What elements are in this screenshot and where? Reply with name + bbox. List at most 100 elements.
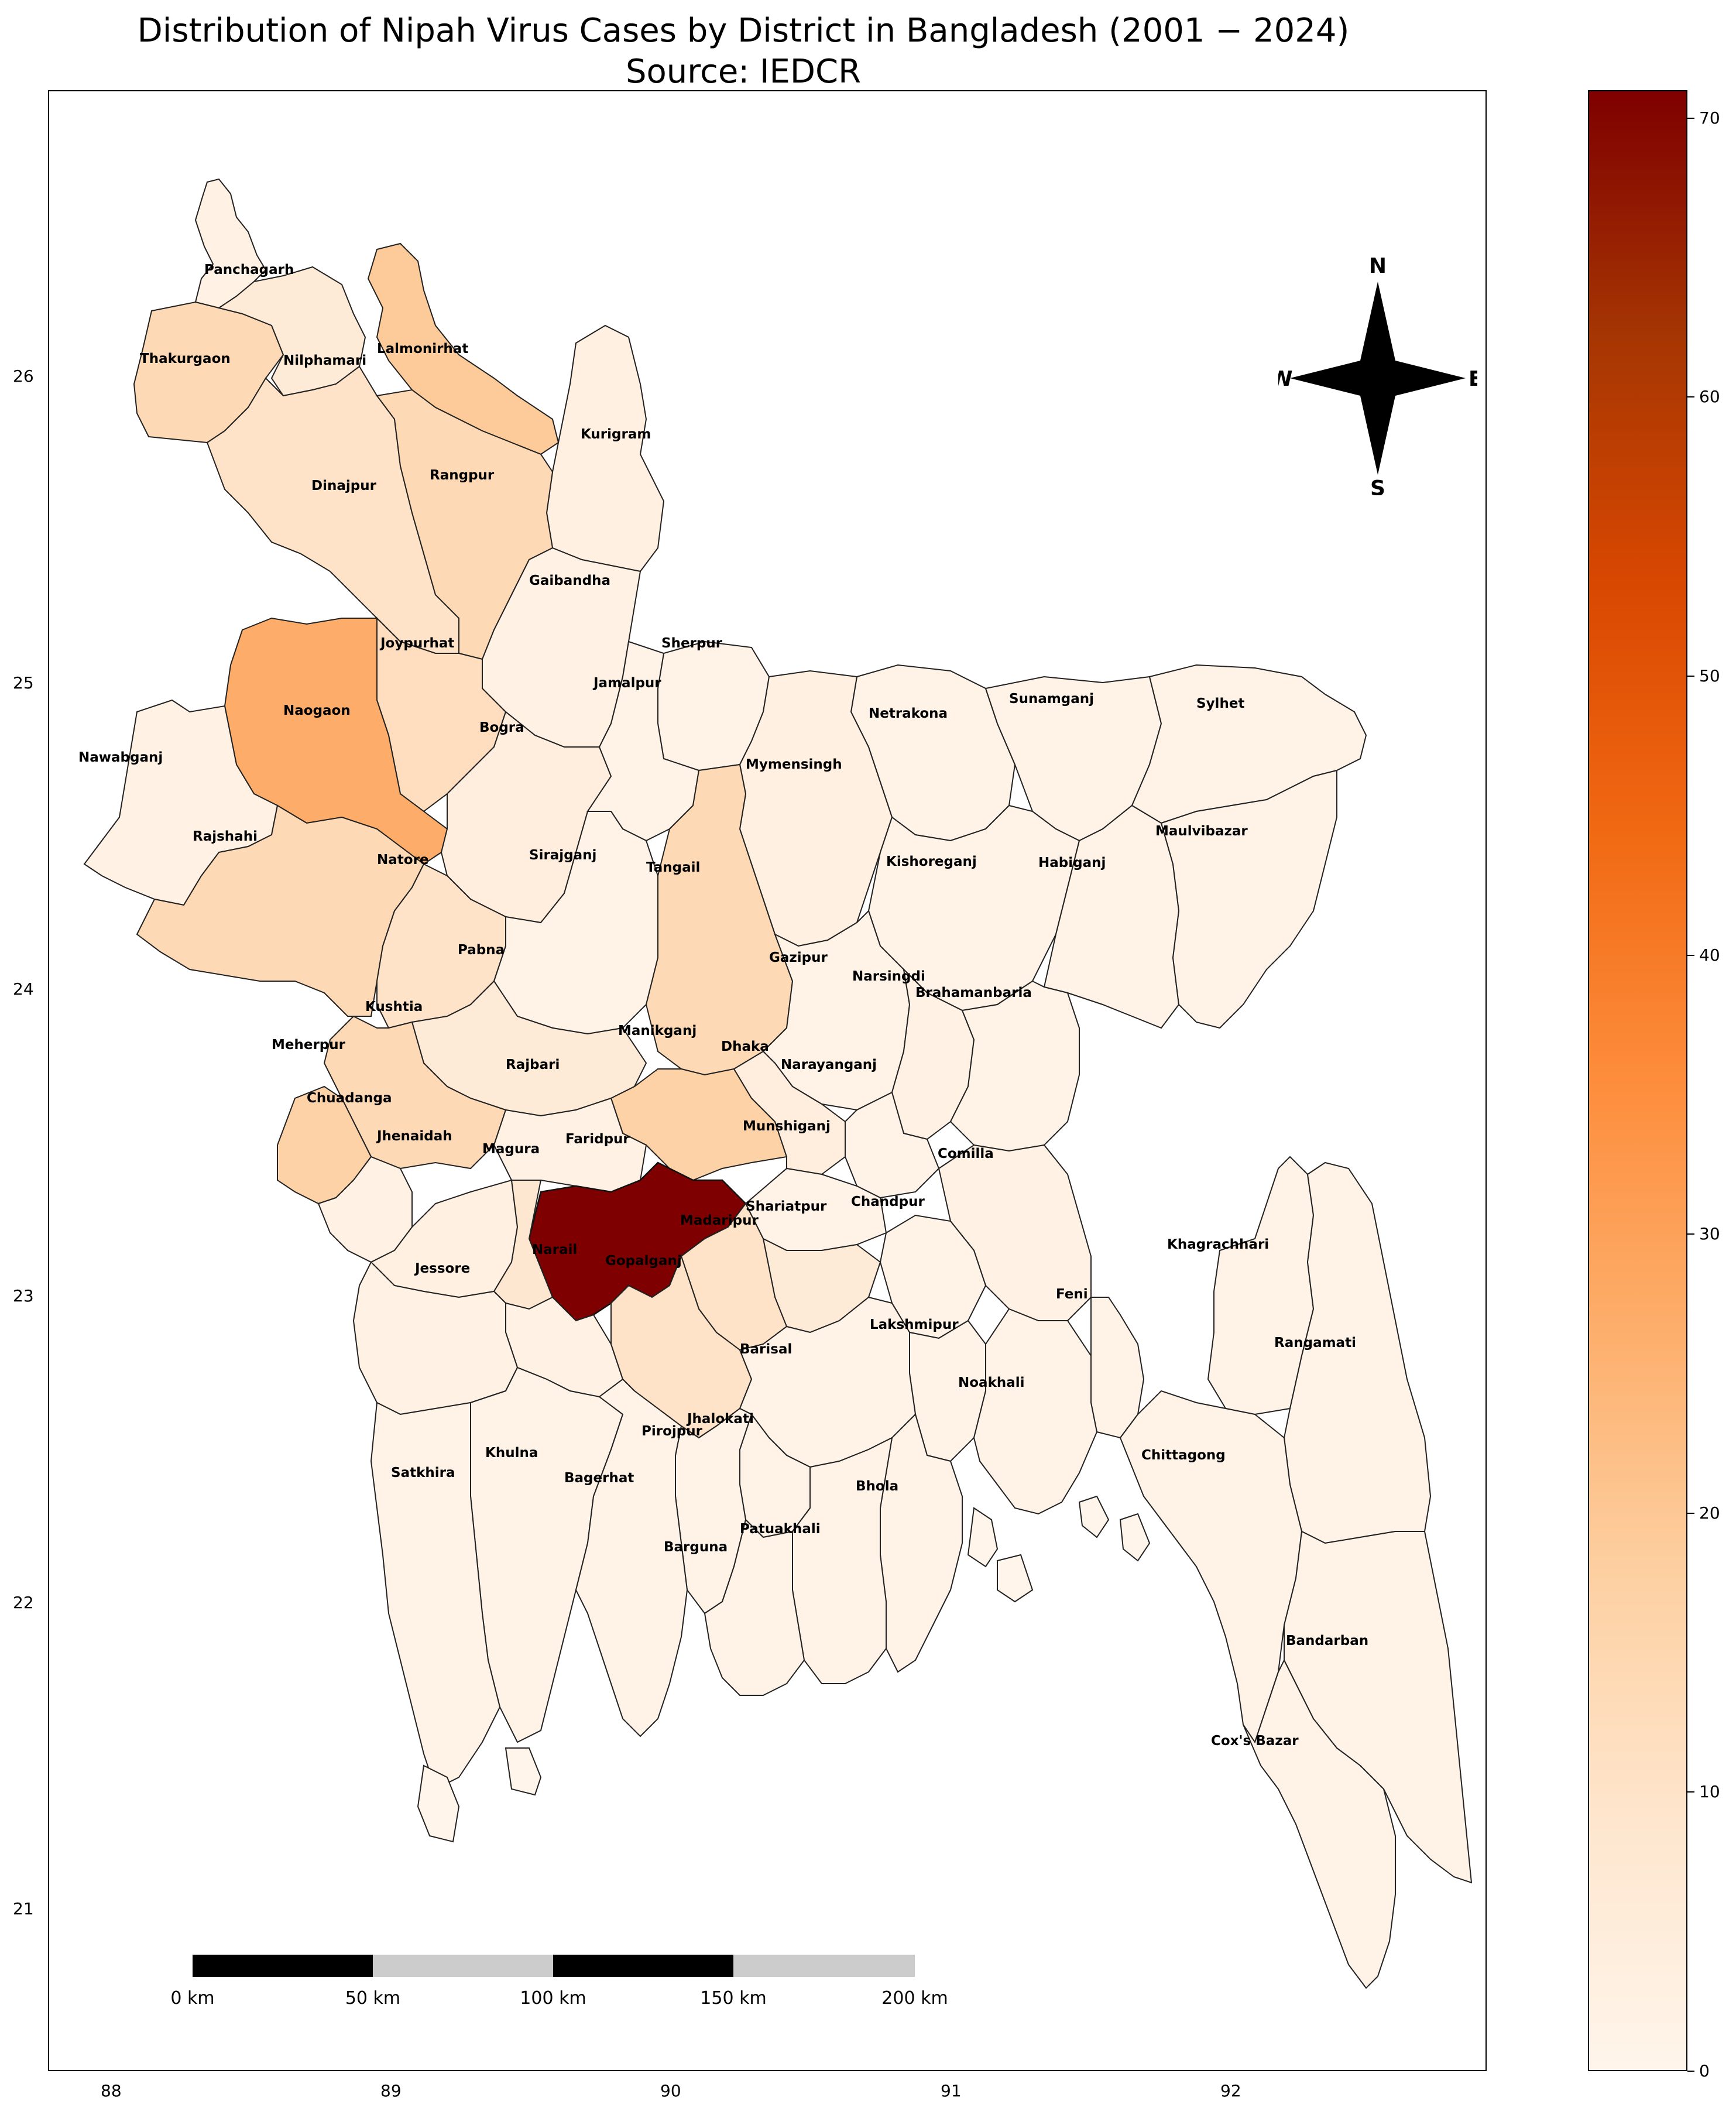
- district-label: Thakurgaon: [140, 351, 231, 366]
- coastal-island-shape: [967, 1507, 999, 1568]
- district-label: Kishoreganj: [886, 854, 977, 869]
- map-frame: Panchagarh Thakurgaon Nilphamari Lalmonirha…: [48, 90, 1487, 2071]
- scale-bar-segment: [193, 1955, 373, 1977]
- district-shape-narsingdi[interactable]: [891, 968, 975, 1140]
- x-tick-label: 90: [660, 2081, 681, 2100]
- colorbar-canvas: [1588, 90, 1687, 2071]
- district-label: Rajbari: [506, 1057, 560, 1072]
- district-label: Chittagong: [1141, 1448, 1226, 1463]
- colorbar-gradient: [1588, 90, 1687, 2071]
- district-label: Comilla: [938, 1146, 994, 1161]
- district-shape-kushtia[interactable]: [323, 1015, 507, 1170]
- colorbar-tick-mark: [1687, 954, 1694, 956]
- coastal-island-shape: [997, 1554, 1034, 1603]
- colorbar-tick-label: 50: [1699, 666, 1720, 686]
- district-label: Barisal: [740, 1342, 792, 1357]
- district-label: Manikganj: [618, 1023, 697, 1039]
- map-canvas: Panchagarh Thakurgaon Nilphamari Lalmonirha…: [78, 178, 1473, 1989]
- x-tick-label: 91: [941, 2081, 962, 2100]
- district-shape-maulvibazar[interactable]: [1160, 769, 1337, 1029]
- colorbar-tick-mark: [1687, 1233, 1694, 1235]
- district-label: Khagrachhari: [1167, 1237, 1269, 1252]
- coastal-island-shape: [1078, 1495, 1110, 1538]
- district-label: Munshiganj: [743, 1119, 831, 1134]
- district-label: Narail: [532, 1242, 577, 1257]
- district-label: Brahamanbaria: [915, 985, 1032, 1000]
- district-label: Gazipur: [769, 950, 828, 965]
- district-shape-habiganj[interactable]: [1043, 804, 1180, 1029]
- district-shape-kurigram[interactable]: [545, 324, 665, 573]
- district-shape-bagerhat[interactable]: [575, 1378, 688, 1737]
- district-label: Bogra: [479, 720, 524, 735]
- district-label: Nilphamari: [283, 353, 366, 368]
- district-shape-noakhali[interactable]: [973, 1308, 1098, 1515]
- district-label: Magura: [482, 1142, 540, 1157]
- district-label: Bhola: [856, 1479, 898, 1494]
- district-label: Madaripur: [680, 1213, 759, 1228]
- colorbar: 70 60 50 40 30 20 10 0: [1588, 90, 1720, 2081]
- district-label: Bagerhat: [564, 1471, 634, 1486]
- district-label: Patuakhali: [740, 1521, 821, 1537]
- colorbar-tick-label: 70: [1699, 108, 1720, 128]
- district-label: Narsingdi: [852, 969, 925, 984]
- district-label: Gopalganj: [605, 1253, 682, 1269]
- y-tick-label: 21: [13, 1899, 34, 1918]
- district-shape-chuadanga[interactable]: [317, 1156, 413, 1263]
- district-labels-layer: Panchagarh Thakurgaon Nilphamari Lalmonirha…: [78, 262, 1368, 1749]
- colorbar-tick-label: 20: [1699, 1503, 1720, 1523]
- scale-bar-label: 200 km: [881, 1988, 948, 2009]
- compass-rose: N S E W: [1270, 249, 1483, 501]
- compass-star-shape: [1290, 282, 1466, 475]
- colorbar-tick-label: 30: [1699, 1224, 1720, 1244]
- scale-bar-segment: [733, 1955, 915, 1977]
- district-label: Tangail: [646, 860, 700, 875]
- district-label: Sylhet: [1196, 696, 1244, 711]
- district-label: Netrakona: [869, 706, 948, 721]
- compass-icon: N S E W: [1270, 254, 1483, 501]
- district-label: Natore: [377, 852, 429, 868]
- district-label: Noakhali: [958, 1375, 1025, 1390]
- compass-west-label: W: [1278, 367, 1293, 391]
- district-shape-satkhira[interactable]: [370, 1401, 501, 1790]
- y-tick-label: 24: [13, 979, 34, 999]
- compass-north-label: N: [1369, 254, 1387, 278]
- scale-bar-segment: [373, 1955, 553, 1977]
- district-label: Jhenaidah: [376, 1129, 452, 1144]
- colorbar-tick-mark: [1687, 1791, 1694, 1793]
- title-line-2: Source: IEDCR: [625, 53, 862, 91]
- coastal-island-shape: [417, 1764, 460, 1843]
- district-shape-barguna[interactable]: [704, 1519, 805, 1696]
- district-label: Pirojpur: [641, 1424, 703, 1439]
- district-label: Maulvibazar: [1155, 824, 1248, 839]
- district-shapes-layer: [83, 178, 1473, 1989]
- district-label: Sirajganj: [529, 848, 596, 863]
- compass-east-label: E: [1469, 367, 1477, 391]
- district-label: Cox's Bazar: [1211, 1733, 1299, 1749]
- district-label: Shariatpur: [746, 1199, 827, 1214]
- x-tick-label: 92: [1220, 2081, 1241, 2100]
- district-label: Satkhira: [391, 1465, 455, 1480]
- district-shape-brahamanbaria[interactable]: [949, 980, 1080, 1152]
- district-shape-coxs-bazar[interactable]: [1243, 1658, 1396, 1989]
- scale-bar-label: 100 km: [520, 1988, 586, 2009]
- coastal-island-shape: [505, 1747, 542, 1796]
- district-label: Sherpur: [661, 636, 723, 651]
- district-label: Lakshmipur: [870, 1317, 959, 1332]
- y-tick-label: 25: [13, 673, 34, 693]
- district-label: Rangpur: [430, 468, 495, 483]
- coastal-island-shape: [1119, 1513, 1151, 1562]
- district-label: Panchagarh: [204, 262, 294, 277]
- district-label: Rangamati: [1274, 1335, 1356, 1351]
- district-label: Narayanganj: [781, 1057, 877, 1072]
- x-tick-label: 88: [101, 2081, 122, 2100]
- district-label: Lalmonirhat: [377, 341, 468, 357]
- district-label: Rajshahi: [193, 829, 258, 844]
- district-label: Gaibandha: [529, 573, 610, 588]
- y-tick-label: 22: [13, 1593, 34, 1612]
- district-label: Dhaka: [721, 1039, 769, 1054]
- district-label: Bandarban: [1286, 1633, 1368, 1649]
- district-label: Habiganj: [1038, 855, 1106, 870]
- colorbar-tick-mark: [1687, 1512, 1694, 1514]
- district-label: Naogaon: [283, 703, 351, 718]
- y-tick-label: 23: [13, 1286, 34, 1305]
